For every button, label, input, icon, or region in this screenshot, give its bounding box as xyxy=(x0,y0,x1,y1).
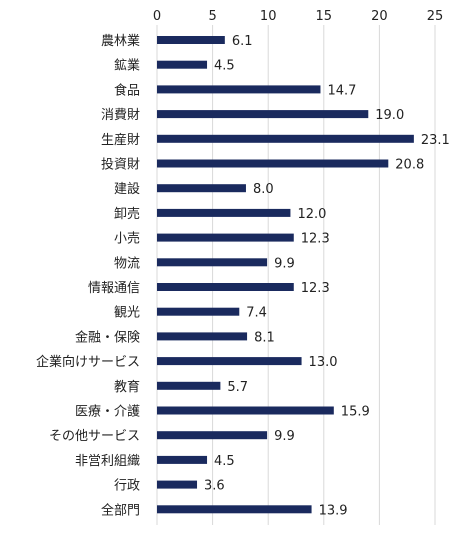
data-label: 12.3 xyxy=(301,281,330,296)
category-label: 農林業 xyxy=(101,33,140,49)
category-label: 行政 xyxy=(114,479,140,494)
category-label: 全部門 xyxy=(101,502,140,518)
x-tick-label: 15 xyxy=(316,9,333,24)
category-label: 消費財 xyxy=(101,108,140,123)
x-tick-label: 20 xyxy=(371,9,388,24)
bar xyxy=(157,455,208,464)
data-label: 19.0 xyxy=(375,108,404,123)
category-label: 非営利組織 xyxy=(75,454,140,469)
bars xyxy=(157,36,414,514)
category-label: 鉱業 xyxy=(114,58,140,74)
data-label: 4.5 xyxy=(214,59,235,74)
data-label: 3.6 xyxy=(204,479,225,494)
bar xyxy=(157,480,198,489)
bar xyxy=(157,406,334,415)
bar xyxy=(157,258,268,267)
x-tick-label: 5 xyxy=(208,9,216,24)
category-label: 投資財 xyxy=(101,157,140,173)
category-labels: 農林業鉱業食品消費財生産財投資財建設卸売小売物流情報通信観光金融・保険企業向けサ… xyxy=(36,33,140,518)
x-axis-ticks: 0 5 10 15 20 25 xyxy=(153,9,443,24)
category-label: 物流 xyxy=(114,256,140,271)
bar xyxy=(157,36,225,44)
category-label: 情報通信 xyxy=(88,281,140,296)
x-tick-label: 0 xyxy=(153,9,161,24)
bar xyxy=(157,381,221,390)
bar xyxy=(157,208,291,217)
data-label: 5.7 xyxy=(227,380,248,395)
bar xyxy=(157,110,369,119)
data-label: 15.9 xyxy=(341,405,370,420)
category-label: 小売 xyxy=(114,231,140,247)
bar xyxy=(157,85,321,94)
data-label: 20.8 xyxy=(395,158,424,173)
bar xyxy=(157,357,302,366)
bar xyxy=(157,307,240,316)
data-label: 8.0 xyxy=(253,182,274,197)
bar xyxy=(157,233,294,242)
category-label: 観光 xyxy=(114,306,140,321)
category-label: その他サービス xyxy=(49,429,140,444)
bar xyxy=(157,431,268,440)
bar xyxy=(157,134,414,143)
category-label: 建設 xyxy=(114,181,140,197)
category-label: 生産財 xyxy=(101,132,140,148)
data-label: 7.4 xyxy=(246,306,267,321)
data-label: 6.1 xyxy=(232,34,253,49)
data-label: 13.0 xyxy=(309,355,338,370)
bar xyxy=(157,60,208,69)
data-label: 4.5 xyxy=(214,454,235,469)
x-tick-label: 10 xyxy=(260,9,277,24)
bar xyxy=(157,283,294,291)
data-label: 9.9 xyxy=(274,256,295,271)
category-label: 金融・保険 xyxy=(75,329,140,345)
grid-lines xyxy=(156,25,436,525)
bar xyxy=(157,159,389,168)
bar xyxy=(157,332,248,341)
bar xyxy=(157,184,246,193)
data-label: 14.7 xyxy=(327,83,356,98)
data-label: 13.9 xyxy=(319,503,348,518)
category-label: 教育 xyxy=(114,379,140,395)
data-label: 9.9 xyxy=(274,429,295,444)
data-label: 8.1 xyxy=(254,330,275,345)
data-label: 23.1 xyxy=(421,133,450,148)
x-tick-label: 25 xyxy=(427,9,444,24)
category-label: 食品 xyxy=(114,82,140,98)
category-label: 卸売 xyxy=(114,206,140,222)
data-labels: 6.1 4.5 14.7 19.0 23.1 20.8 8.0 12.0 12.3 9.9 12.3… xyxy=(204,34,450,518)
data-label: 12.0 xyxy=(297,207,326,222)
category-label: 企業向けサービス xyxy=(36,354,140,370)
bar xyxy=(157,505,312,514)
category-label: 医療・介護 xyxy=(75,404,140,420)
data-label: 12.3 xyxy=(301,232,330,247)
